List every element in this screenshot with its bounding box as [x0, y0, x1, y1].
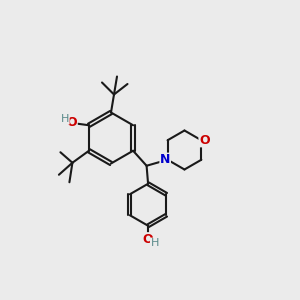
Text: O: O — [199, 134, 210, 147]
Text: O: O — [67, 116, 77, 129]
Text: O: O — [143, 233, 153, 246]
Text: N: N — [160, 153, 170, 166]
Text: H: H — [61, 114, 69, 124]
Text: H: H — [151, 238, 159, 248]
